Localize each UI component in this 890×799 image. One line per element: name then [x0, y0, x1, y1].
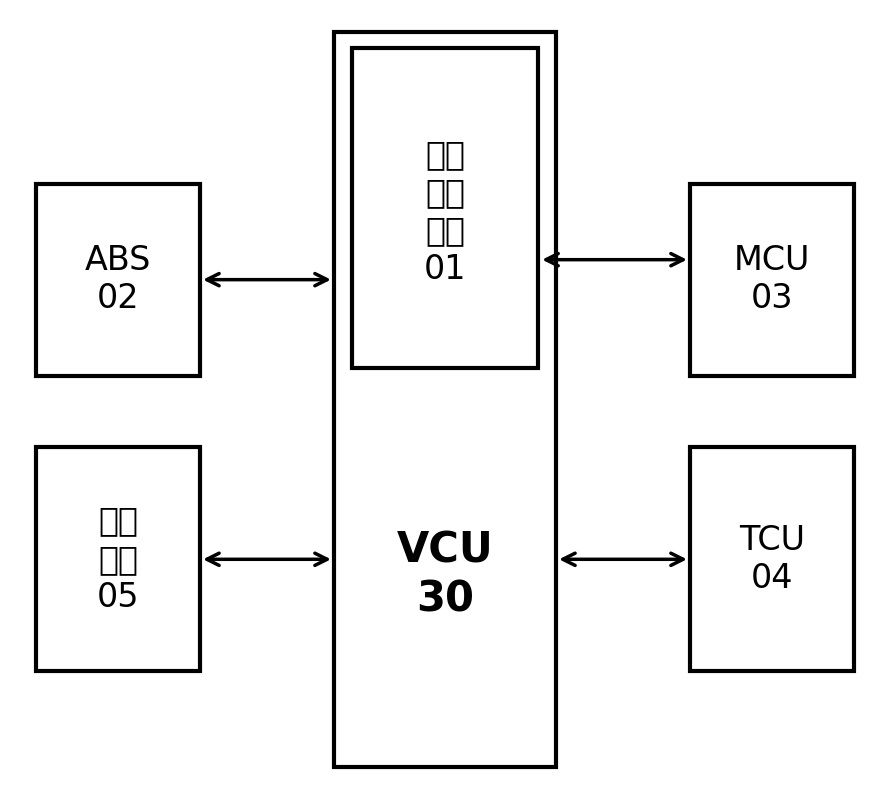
Bar: [334, 32, 556, 767]
Bar: [352, 48, 538, 368]
Text: ABS
02: ABS 02: [85, 244, 151, 316]
Text: MCU
03: MCU 03: [734, 244, 810, 316]
Bar: [690, 447, 854, 671]
Text: VCU
30: VCU 30: [397, 530, 493, 621]
Bar: [36, 447, 200, 671]
Text: 打滑
算法
模块
01: 打滑 算法 模块 01: [424, 138, 466, 285]
Text: TCU
04: TCU 04: [739, 523, 805, 595]
Bar: [690, 184, 854, 376]
Bar: [36, 184, 200, 376]
Text: 加速
踏板
05: 加速 踏板 05: [97, 505, 139, 614]
